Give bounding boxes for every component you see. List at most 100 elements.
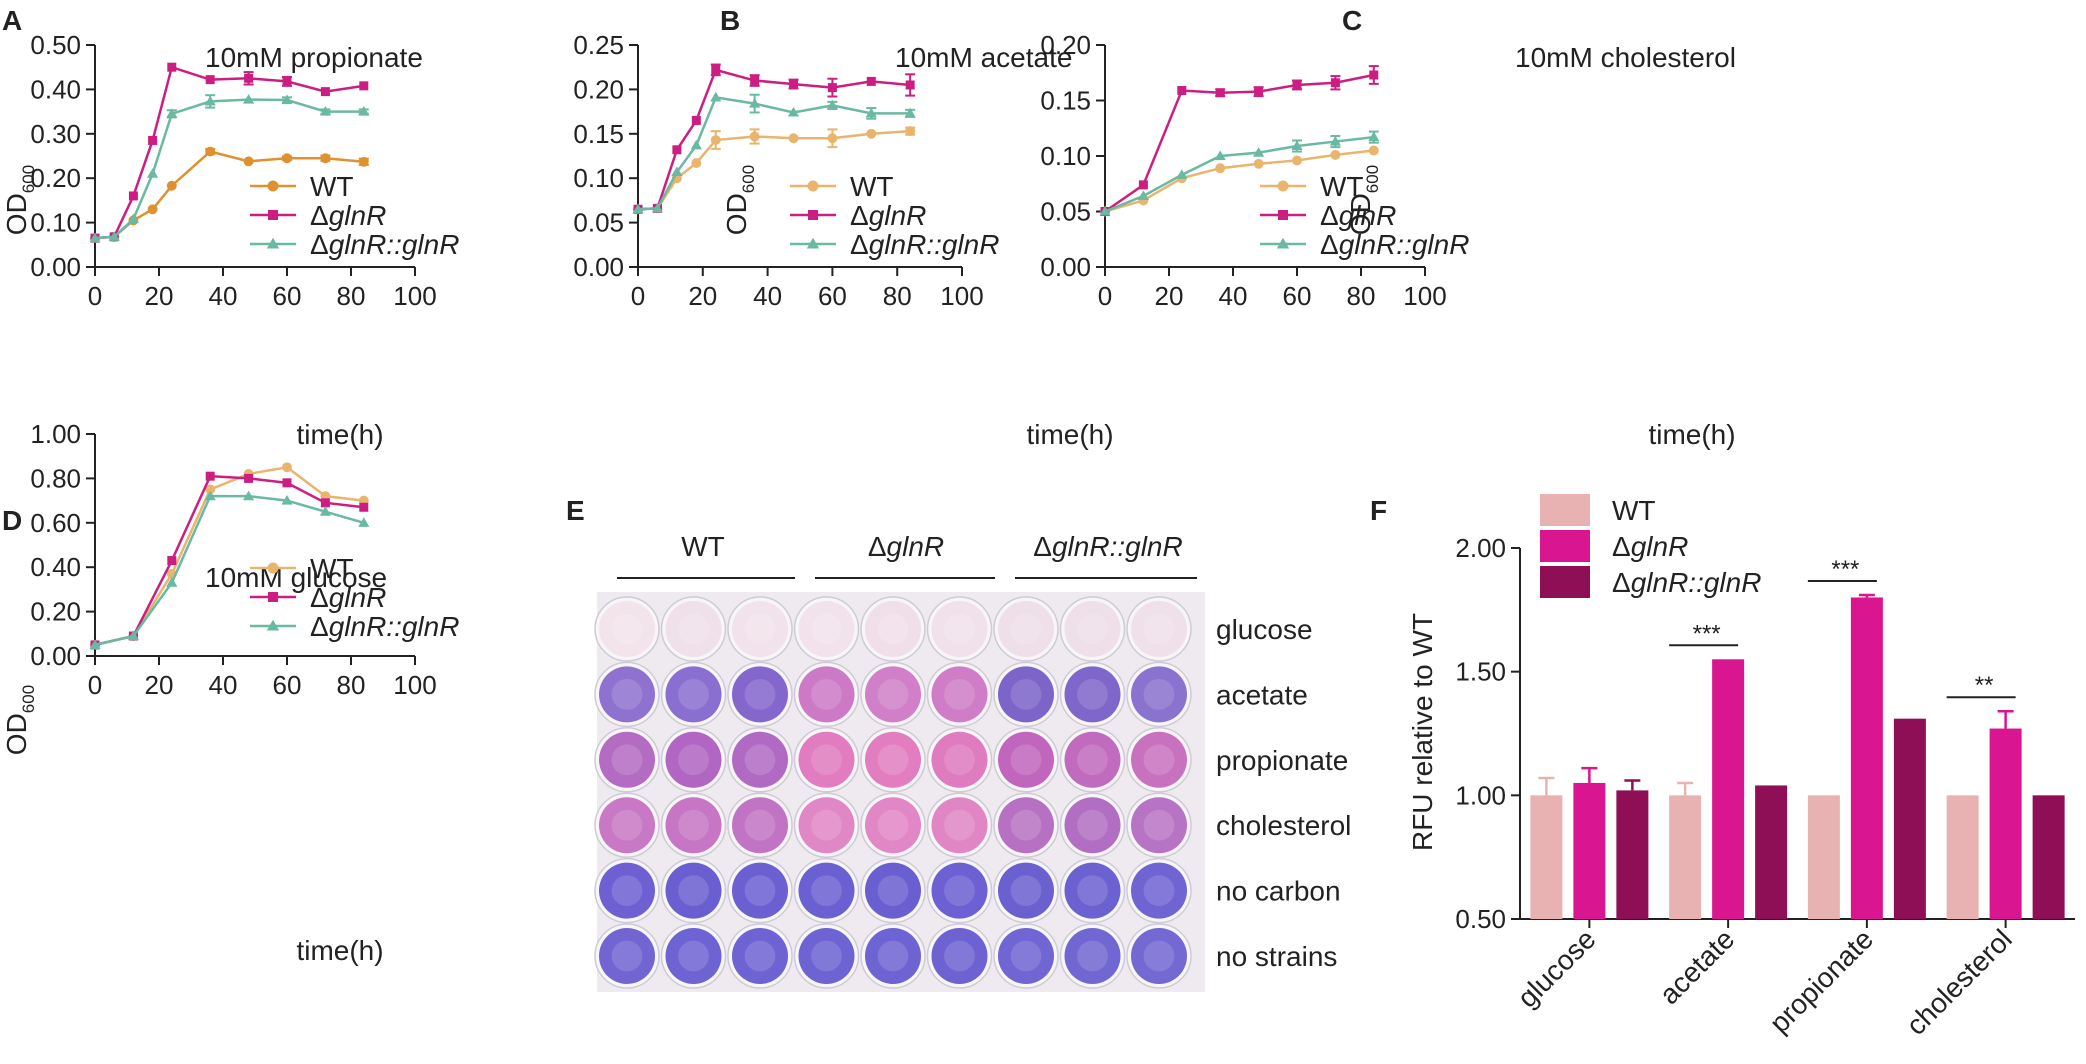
legend-swatch [1540,530,1590,562]
well [732,666,788,723]
italic-gene-name: glnR::glnR [869,229,1000,260]
y-axis-label-subscript: 600 [19,165,38,193]
well [599,666,655,723]
well-highlight [1010,613,1042,645]
legend-label: WT [850,171,894,202]
marker-circle [205,146,216,157]
axes: 0.00 0.05 0.10 0.15 0.20 0 20 40 60 80 100 [1040,30,1446,311]
well [599,928,655,984]
plot-area [632,63,916,215]
marker-triangle [166,577,178,587]
plot-area [89,462,370,650]
y-tick-label: 0.10 [573,163,624,193]
legend-label: ΔglnR::glnR [850,229,999,260]
delta-symbol: Δ [1320,200,1339,231]
well-highlight [611,940,643,972]
marker-triangle [319,506,331,516]
well-highlight [1010,940,1042,972]
x-tick-label: 20 [145,281,174,311]
marker-square [1215,88,1225,98]
panel-label: A [2,5,22,36]
y-axis-label-main: OD [721,193,752,235]
x-tick-label: 20 [145,670,174,700]
italic-gene-name: glnR [329,200,387,231]
marker-triangle [1176,169,1188,179]
bar [1669,795,1702,919]
well [998,862,1054,919]
panel-f-rfu-bar-chart: F RFU relative to WT 0.50 1.00 1.50 2.00 glu… [1370,494,2075,1041]
x-tick-label: 0 [631,281,645,311]
well [732,797,788,854]
marker-circle [1215,163,1226,174]
plot-area: ******** [1530,556,2065,919]
marker-circle [1292,155,1302,166]
y-axis-label: RFU relative to WT [1407,613,1438,851]
delta-symbol: Δ [310,200,329,231]
marker-triangle [671,166,683,177]
well [665,731,722,788]
well-highlight [678,613,709,645]
y-axis-label: OD600 [1,685,38,755]
marker-circle [243,156,254,167]
series-line [1104,135,1374,213]
well-highlight [1143,809,1175,841]
well-highlight [678,940,709,972]
well [1064,601,1121,657]
marker-circle [267,180,279,192]
y-tick-label: 0.60 [30,508,81,538]
marker-triangle [281,495,293,505]
well-highlight [944,875,975,906]
x-tick-label: 100 [1403,281,1446,311]
series-line [94,98,364,240]
x-tick-label: 80 [337,670,366,700]
marker-square [1254,87,1264,97]
well [998,731,1054,788]
legend-label: ΔglnR [310,582,386,613]
well-highlight [1143,679,1175,710]
well [599,862,655,919]
legend-label: ΔglnR::glnR [310,229,459,260]
series-line [94,474,364,647]
marker-square [244,73,254,83]
well [931,928,988,984]
delta-symbol: Δ [1320,229,1339,260]
well [1131,928,1187,984]
marker-triangle [1276,237,1290,249]
well-highlight [611,613,643,645]
well-highlight [877,809,909,841]
y-axis-label-main: OD [1,193,32,235]
well [599,797,655,854]
well-highlight [744,679,776,710]
legend-label: WT [1320,171,1364,202]
well-highlight [1077,679,1108,710]
marker-triangle [1253,147,1265,157]
marker-circle [358,156,369,167]
row-label: glucose [1216,614,1313,645]
panel-label: F [1370,495,1387,526]
y-tick-label: 0.00 [1040,252,1091,282]
x-tick-label: 20 [1155,281,1184,311]
well [931,601,988,657]
marker-square [282,76,292,86]
y-tick-label: 0.20 [30,597,81,627]
well [998,797,1054,854]
delta-symbol: Δ [310,611,329,642]
marker-square [1369,70,1379,80]
marker-square [205,75,215,85]
marker-triangle [89,232,101,243]
well-highlight [1010,809,1042,841]
marker-circle [282,462,292,473]
legend-label: ΔglnR::glnR [1320,229,1469,260]
marker-triangle [108,231,120,241]
italic-gene-name: glnR [329,582,387,613]
y-tick-label: 0.15 [1040,86,1091,116]
marker-square [905,80,915,90]
y-tick-label: 0.00 [30,641,81,671]
x-tick-label: 100 [940,281,983,311]
chart-title: 10mM cholesterol [1515,42,1736,73]
well-highlight [1010,679,1042,710]
x-axis-label: time(h) [1026,419,1113,450]
y-tick-label: 0.50 [30,30,81,60]
chart-title: 10mM acetate [895,42,1072,73]
marker-square [359,81,369,91]
